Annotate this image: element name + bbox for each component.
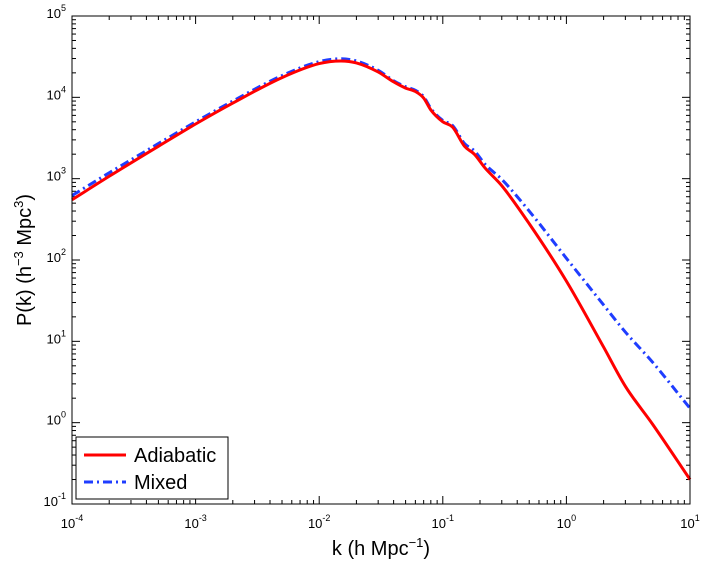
legend-box <box>75 436 229 500</box>
plot-frame <box>71 15 691 505</box>
legend-label-mixed: Mixed <box>134 472 187 494</box>
x-tick-label: 10-4 <box>61 513 83 531</box>
y-tick-label: 105 <box>47 3 66 21</box>
y-tick-label: 104 <box>47 84 66 102</box>
y-tick-label: 101 <box>47 328 66 346</box>
series-line-mixed <box>71 57 692 410</box>
axis-ticks <box>71 15 691 505</box>
x-tick-label: 100 <box>557 513 576 531</box>
y-axis-label: P(k) (h−3 Mpc3) <box>11 194 36 326</box>
x-tick-label: 10-1 <box>432 513 454 531</box>
tick-labels: 10-4 10-3 10-2 10-1 100 101 10-1 100 101 102 103 10… <box>44 3 700 531</box>
legend-label-adiabatic: Adiabatic <box>134 445 216 467</box>
y-tick-label: 102 <box>47 247 66 265</box>
legend: Adiabatic Mixed <box>75 436 229 500</box>
series-lines <box>71 57 692 481</box>
y-tick-label: 100 <box>47 410 66 428</box>
x-axis-label: k (h Mpc−1) <box>332 535 430 560</box>
y-tick-label: 103 <box>47 166 66 184</box>
y-tick-label: 10-1 <box>44 491 66 509</box>
x-tick-label: 10-3 <box>184 513 206 531</box>
x-tick-label: 10-2 <box>308 513 330 531</box>
x-tick-label: 101 <box>680 513 699 531</box>
series-line-adiabatic <box>71 59 692 481</box>
